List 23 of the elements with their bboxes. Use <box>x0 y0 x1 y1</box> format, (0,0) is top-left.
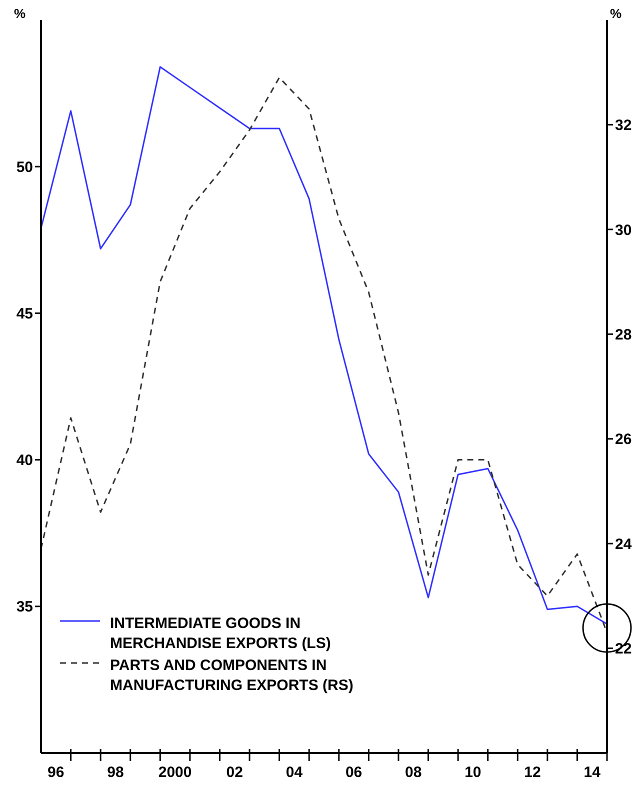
y-tick-label: 50 <box>16 158 33 176</box>
x-tick-label: 2000 <box>158 764 192 781</box>
y2-tick-label: 28 <box>615 326 632 344</box>
legend-label: PARTS AND COMPONENTS IN MANUFACTURING EXPORTS (RS) <box>110 656 354 696</box>
x-tick-label: 14 <box>584 764 602 781</box>
x-tick-label: 96 <box>48 764 64 781</box>
y-tick-label: 40 <box>16 452 33 470</box>
y-axis-title: % <box>14 6 26 21</box>
y2-tick-label: 30 <box>615 222 632 239</box>
y2-axis-title: % <box>610 6 622 21</box>
x-tick-label: 04 <box>286 764 304 781</box>
x-tick-label: 02 <box>226 764 243 781</box>
legend-label: INTERMEDIATE GOODS IN MERCHANDISE EXPORTS (LS) <box>110 614 332 654</box>
y2-tick-label: 32 <box>615 117 632 134</box>
y2-tick-label: 26 <box>615 431 632 448</box>
y2-tick-label: 24 <box>615 536 632 553</box>
x-tick-label: 10 <box>464 764 482 781</box>
y-tick-label: 45 <box>16 306 33 323</box>
x-tick-label: 12 <box>524 764 541 781</box>
x-tick-label: 98 <box>107 764 124 781</box>
y-tick-label: 35 <box>16 598 33 616</box>
x-tick-label: 08 <box>405 764 422 781</box>
x-tick-label: 06 <box>345 764 362 781</box>
